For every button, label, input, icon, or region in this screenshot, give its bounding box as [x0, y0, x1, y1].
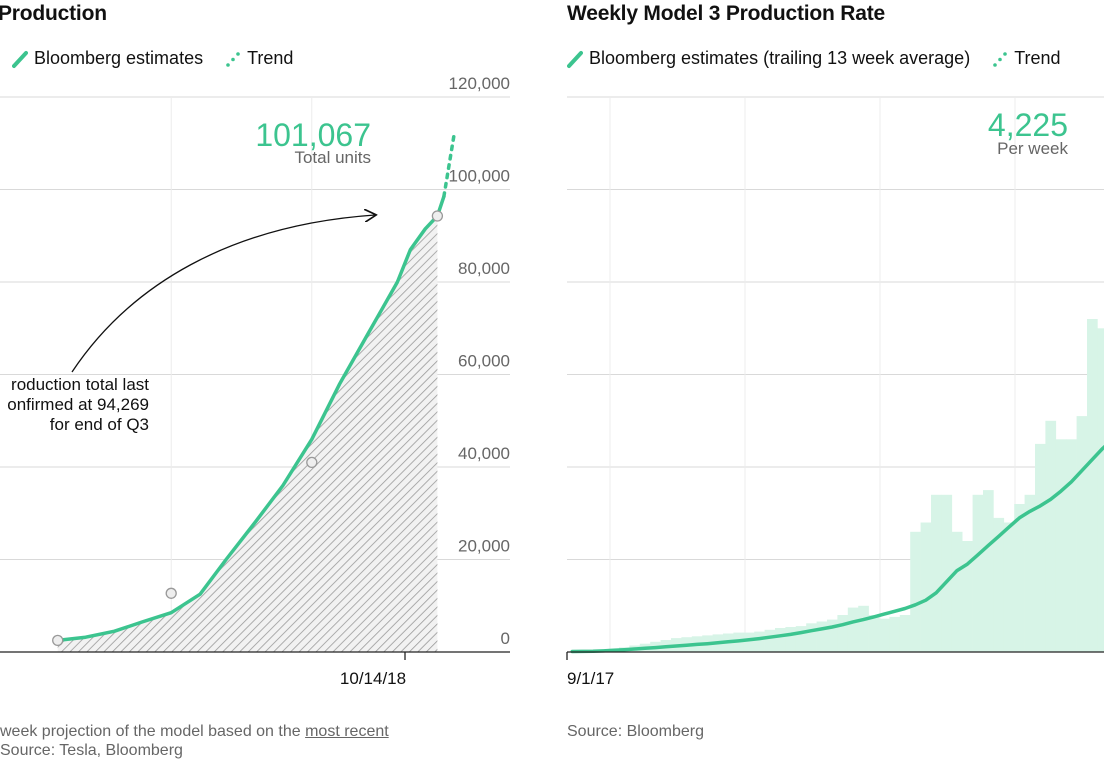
- right-weekly-bar: [889, 616, 901, 652]
- right-weekly-bar: [806, 623, 817, 652]
- legend-item-estimates: Bloomberg estimates: [12, 48, 203, 69]
- legend-solid-swatch-icon: [12, 49, 28, 69]
- right-weekly-bar: [775, 628, 786, 652]
- left-markers-layer: [52, 210, 444, 647]
- right-weekly-bar: [1003, 522, 1015, 652]
- right-weekly-bar: [931, 494, 942, 653]
- right-callout-value: 4,225: [988, 107, 1068, 143]
- left-data-marker: [431, 210, 444, 222]
- annotation-arrow-icon: [71, 215, 375, 373]
- right-x-tick-label: 9/1/17: [567, 669, 614, 688]
- left-hatched-area: [57, 215, 438, 652]
- right-weekly-bar: [983, 490, 994, 652]
- left-y-tick-label: 0: [501, 629, 510, 648]
- right-weekly-bar: [858, 605, 869, 653]
- legend-label-estimates: Bloomberg estimates: [34, 48, 204, 68]
- right-footnote: Source: Bloomberg: [567, 722, 704, 741]
- annotation-line-1: roduction total last: [11, 375, 149, 394]
- right-weekly-bar: [920, 522, 932, 652]
- right-weekly-bar: [993, 517, 1005, 652]
- right-weekly-bar: [879, 618, 890, 652]
- legend-solid-swatch-icon: [567, 49, 583, 69]
- right-weekly-bar: [816, 621, 828, 652]
- right-weekly-bar: [1097, 328, 1104, 653]
- right-chart-title: Weekly Model 3 Production Rate: [567, 2, 886, 25]
- right-weekly-bar: [1045, 420, 1057, 653]
- left-legend: Bloomberg estimates Trend: [12, 48, 315, 69]
- right-weekly-bar: [837, 615, 849, 652]
- right-line-layer: [570, 444, 1104, 654]
- left-y-tick-label: 20,000: [458, 537, 510, 556]
- most-recent-link[interactable]: most recent: [305, 723, 389, 740]
- left-y-tick-label: 80,000: [458, 259, 510, 278]
- left-y-tick-label: 40,000: [458, 444, 510, 463]
- right-weekly-bar: [1035, 443, 1046, 652]
- left-y-tick-label: 60,000: [458, 352, 510, 371]
- right-weekly-bar: [868, 615, 880, 652]
- right-weekly-bar: [962, 541, 973, 652]
- legend-label-rate-trend: Trend: [1014, 48, 1061, 68]
- footnote-prefix: week projection of the model based on th…: [0, 723, 306, 740]
- right-weekly-bar: [764, 629, 776, 652]
- left-callout-sub: Total units: [294, 148, 371, 167]
- right-weekly-bar: [847, 607, 859, 652]
- right-weekly-bar: [754, 631, 765, 652]
- left-data-marker: [52, 634, 64, 647]
- right-weekly-bar: [785, 627, 797, 652]
- right-legend: Bloomberg estimates (trailing 13 week av…: [567, 48, 1083, 69]
- left-chart-title: Production: [0, 2, 107, 25]
- right-weekly-bar: [1014, 504, 1025, 652]
- right-footnote-source: Source: Bloomberg: [567, 723, 704, 740]
- right-weekly-bar: [1066, 439, 1077, 653]
- legend-item-trend: Trend: [225, 48, 293, 69]
- right-callout-sub: Per week: [997, 139, 1068, 158]
- left-callout-value: 101,067: [255, 117, 371, 153]
- annotation-line-2: onfirmed at 94,269: [7, 395, 149, 414]
- right-weekly-bar: [972, 494, 984, 653]
- legend-item-rate-trend: Trend: [992, 48, 1061, 69]
- left-trend-line: [442, 132, 456, 199]
- right-weekly-bar: [899, 615, 911, 652]
- annotation-line-3: for end of Q3: [50, 415, 149, 434]
- legend-dotted-swatch-icon: [992, 49, 1008, 69]
- left-line-layer: [55, 132, 456, 643]
- left-y-tick-label: 100,000: [449, 167, 510, 186]
- right-weekly-bar: [1055, 439, 1067, 653]
- left-y-tick-labels: 0 20,000 40,000 60,000 80,000 100,000 120,000: [449, 74, 510, 648]
- right-gridlines: [567, 96, 1104, 652]
- right-weekly-bar: [827, 619, 838, 652]
- left-footnote-line-1: week projection of the model based on th…: [0, 722, 389, 741]
- left-footnote-source: Source: Tesla, Bloomberg: [0, 742, 183, 759]
- right-weekly-bar: [1076, 416, 1088, 652]
- right-weekly-bar: [910, 531, 921, 653]
- left-area-layer: [57, 215, 438, 652]
- legend-label-rate-estimates: Bloomberg estimates (trailing 13 week av…: [589, 48, 971, 68]
- left-y-tick-label: 120,000: [449, 74, 510, 93]
- legend-dotted-swatch-icon: [225, 49, 241, 69]
- left-estimates-line: [55, 194, 446, 643]
- right-weekly-bar: [1087, 319, 1098, 652]
- left-footnote: week projection of the model based on th…: [0, 722, 389, 760]
- right-weekly-bar: [743, 632, 755, 652]
- right-average-line: [570, 444, 1104, 654]
- right-weekly-bar: [1024, 494, 1036, 653]
- right-weekly-bar: [951, 531, 963, 653]
- legend-label-trend: Trend: [247, 48, 294, 68]
- right-weekly-bar: [795, 626, 807, 652]
- legend-item-rate-estimates: Bloomberg estimates (trailing 13 week av…: [567, 48, 970, 69]
- left-x-tick-label: 10/14/18: [340, 669, 406, 688]
- right-bars-layer: [567, 319, 1104, 653]
- left-data-marker: [165, 587, 177, 599]
- right-weekly-bar: [941, 494, 953, 653]
- left-data-marker: [306, 456, 318, 469]
